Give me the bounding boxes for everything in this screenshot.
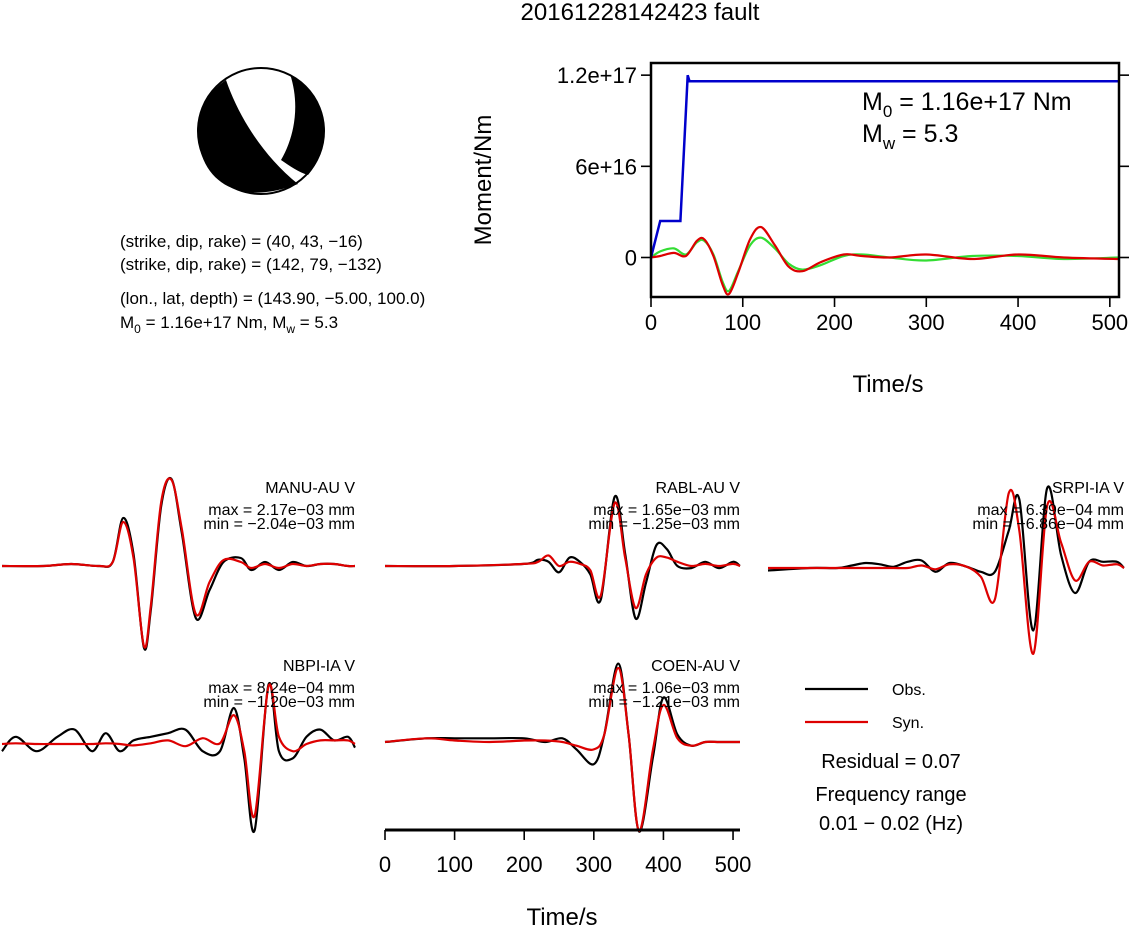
- legend-syn-label: Syn.: [892, 715, 924, 732]
- station-min: min = −1.21e−03 mm: [588, 694, 740, 711]
- params-line-4: M0 = 1.16e+17 Nm, Mw = 5.3: [120, 313, 338, 336]
- moment-x-tick-label: 100: [724, 310, 761, 335]
- moment-x-tick-label: 400: [1000, 310, 1037, 335]
- focal-mechanism-beachball: [197, 67, 325, 195]
- figure-title: 20161228142423 fault: [521, 0, 760, 26]
- params-line-1: (strike, dip, rake) = (40, 43, −16): [120, 232, 363, 251]
- params-line-2: (strike, dip, rake) = (142, 79, −132): [120, 255, 382, 274]
- moment-y-tick-label: 1.2e+17: [557, 63, 637, 88]
- moment-x-axis-label: Time/s: [852, 371, 923, 398]
- station-max: max = 8.24e−04 mm: [208, 680, 355, 697]
- moment-x-tick-label: 200: [816, 310, 853, 335]
- params-line-3: (lon., lat, depth) = (143.90, −5.00, 100…: [120, 289, 425, 308]
- station-name: SRPI-IA V: [1052, 480, 1124, 497]
- waveform-x-tick-label: 500: [715, 852, 752, 877]
- station-max: max = 1.06e−03 mm: [593, 680, 740, 697]
- source-parameters: (strike, dip, rake) = (40, 43, −16) (str…: [120, 232, 425, 336]
- waveform-x-tick-label: 200: [506, 852, 543, 877]
- waveform-x-tick-label: 400: [645, 852, 682, 877]
- station-max: max = 1.65e−03 mm: [593, 502, 740, 519]
- frequency-range-label: Frequency range: [815, 784, 966, 806]
- station-name: COEN-AU V: [651, 658, 740, 675]
- moment-mw-label: Mw = 5.3: [862, 120, 958, 153]
- station-min: min = −2.04e−03 mm: [203, 516, 355, 533]
- moment-y-axis-label: Moment/Nm: [470, 115, 497, 246]
- moment-series-stf_red: [650, 225, 1120, 296]
- station-max: max = 6.39e−04 mm: [977, 502, 1124, 519]
- synthetic-trace: [1, 683, 356, 819]
- synthetic-trace: [1, 477, 356, 649]
- synthetic-trace: [384, 501, 741, 610]
- waveform-x-tick-label: 0: [379, 852, 391, 877]
- moment-y-tick-label: 6e+16: [575, 154, 637, 179]
- waveform-x-axis-label: Time/s: [526, 904, 597, 927]
- legend: Obs. Syn. Residual = 0.07 Frequency rang…: [805, 682, 967, 835]
- observed-trace: [1, 681, 356, 834]
- moment-m0-label: M0 = 1.16e+17 Nm: [862, 88, 1072, 121]
- station-name: MANU-AU V: [265, 480, 355, 497]
- station-min: min = −6.86e−04 mm: [972, 516, 1124, 533]
- moment-y-tick-label: 0: [625, 245, 637, 270]
- frequency-range-value: 0.01 − 0.02 (Hz): [819, 813, 963, 835]
- station-min: min = −1.20e−03 mm: [203, 694, 355, 711]
- station-name: RABL-AU V: [656, 480, 741, 497]
- moment-series: [649, 74, 1120, 296]
- moment-plot-frame: [649, 61, 1121, 299]
- station-name: NBPI-IA V: [283, 658, 355, 675]
- moment-x-tick-label: 300: [908, 310, 945, 335]
- legend-obs-label: Obs.: [892, 682, 926, 699]
- beachball-compressional-quadrant-left: [198, 80, 298, 193]
- station-min: min = −1.25e−03 mm: [588, 516, 740, 533]
- observed-trace: [767, 485, 1125, 632]
- synthetic-trace: [384, 666, 740, 832]
- moment-axis-ticks: 0 100 200 300 400 500 0 6e+16 1.2e+17: [557, 63, 1129, 335]
- moment-x-tick-label: 0: [645, 310, 657, 335]
- waveform-x-tick-label: 100: [436, 852, 473, 877]
- station-max: max = 2.17e−03 mm: [208, 502, 355, 519]
- waveform-x-tick-label: 300: [575, 852, 612, 877]
- beachball-compressional-quadrant-right: [281, 74, 324, 175]
- moment-plot: 0 100 200 300 400 500 0 6e+16 1.2e+17 M0 = 1.16e…: [470, 61, 1129, 398]
- moment-x-tick-label: 500: [1091, 310, 1128, 335]
- residual-label: Residual = 0.07: [821, 751, 961, 773]
- synthetic-trace: [768, 489, 1125, 655]
- moment-series-moment: [649, 74, 1119, 258]
- waveform-time-axis: Time/s 0 100 200 300 400 500: [379, 828, 752, 927]
